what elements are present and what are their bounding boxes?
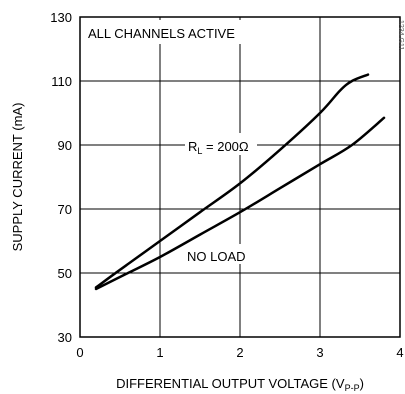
rl-label-rest: = 200Ω — [202, 139, 249, 154]
y-tick-label-90: 90 — [58, 138, 72, 153]
watermark: 1234 G11 — [397, 20, 404, 50]
grid — [79, 16, 401, 338]
no-load-bg — [184, 244, 254, 264]
y-tick-label-110: 110 — [51, 74, 72, 89]
y-tick-label-70: 70 — [58, 202, 72, 217]
rl-label-sub: L — [197, 146, 202, 156]
x-tick-label-2: 2 — [236, 345, 243, 360]
series-line-noload — [94, 116, 386, 291]
rl-label-main: R — [188, 139, 197, 154]
y-tick-label-30: 30 — [58, 330, 72, 345]
x-axis-title-close: ) — [360, 376, 364, 391]
x-axis-title: DIFFERENTIAL OUTPUT VOLTAGE (VP-P) — [116, 376, 364, 393]
annotation-box-bg — [82, 20, 242, 44]
y-tick-labels: 30 50 70 90 110 130 — [50, 10, 72, 345]
y-tick-label-130: 130 — [50, 10, 72, 25]
annotation-all-channels: ALL CHANNELS ACTIVE — [88, 26, 235, 41]
annotation-rl: RL = 200Ω — [188, 139, 249, 156]
x-tick-label-3: 3 — [316, 345, 323, 360]
x-tick-label-1: 1 — [156, 345, 163, 360]
x-tick-label-4: 4 — [396, 345, 403, 360]
x-axis-title-main: DIFFERENTIAL OUTPUT VOLTAGE (V — [116, 376, 345, 391]
x-tick-label-0: 0 — [76, 345, 83, 360]
x-tick-labels: 0 1 2 3 4 — [76, 345, 403, 360]
y-axis-title: SUPPLY CURRENT (mA) — [10, 103, 25, 252]
y-tick-label-50: 50 — [58, 266, 72, 281]
annotation-no-load: NO LOAD — [187, 249, 246, 264]
series-line-rl200 — [94, 73, 370, 289]
rl-label-bg — [185, 133, 257, 155]
x-axis-title-sub: P-P — [345, 383, 360, 393]
